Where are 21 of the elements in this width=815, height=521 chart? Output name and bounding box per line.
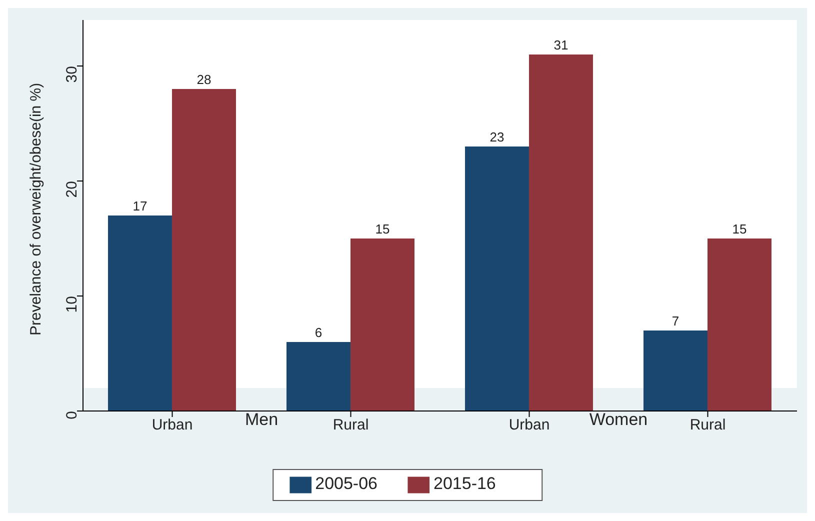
- data-label: 17: [132, 198, 148, 214]
- annotation: Women: [588, 410, 649, 430]
- data-label: 7: [672, 314, 680, 328]
- y-tick-label: 10: [63, 296, 80, 313]
- y-tick-label: 30: [63, 66, 80, 83]
- x-tick-label: Urban: [508, 416, 550, 434]
- y-tick-label: 0: [63, 411, 80, 420]
- y-tick-label: 20: [63, 181, 80, 198]
- x-tick-label: Rural: [690, 416, 726, 434]
- x-tick-label: Urban: [152, 416, 193, 434]
- data-label: 28: [196, 72, 212, 87]
- data-label: 6: [314, 325, 322, 340]
- y-axis-title: Prevelance of overweight/obese(in %): [27, 82, 44, 336]
- legend-label: 2005-06: [315, 474, 378, 494]
- annotation: Men: [244, 410, 280, 430]
- x-tick-label: Rural: [332, 416, 369, 434]
- data-label: 15: [732, 222, 747, 236]
- data-label: 23: [490, 130, 504, 144]
- data-label: 31: [554, 38, 568, 52]
- legend-label: 2015-16: [434, 474, 496, 494]
- data-label: 15: [375, 222, 390, 236]
